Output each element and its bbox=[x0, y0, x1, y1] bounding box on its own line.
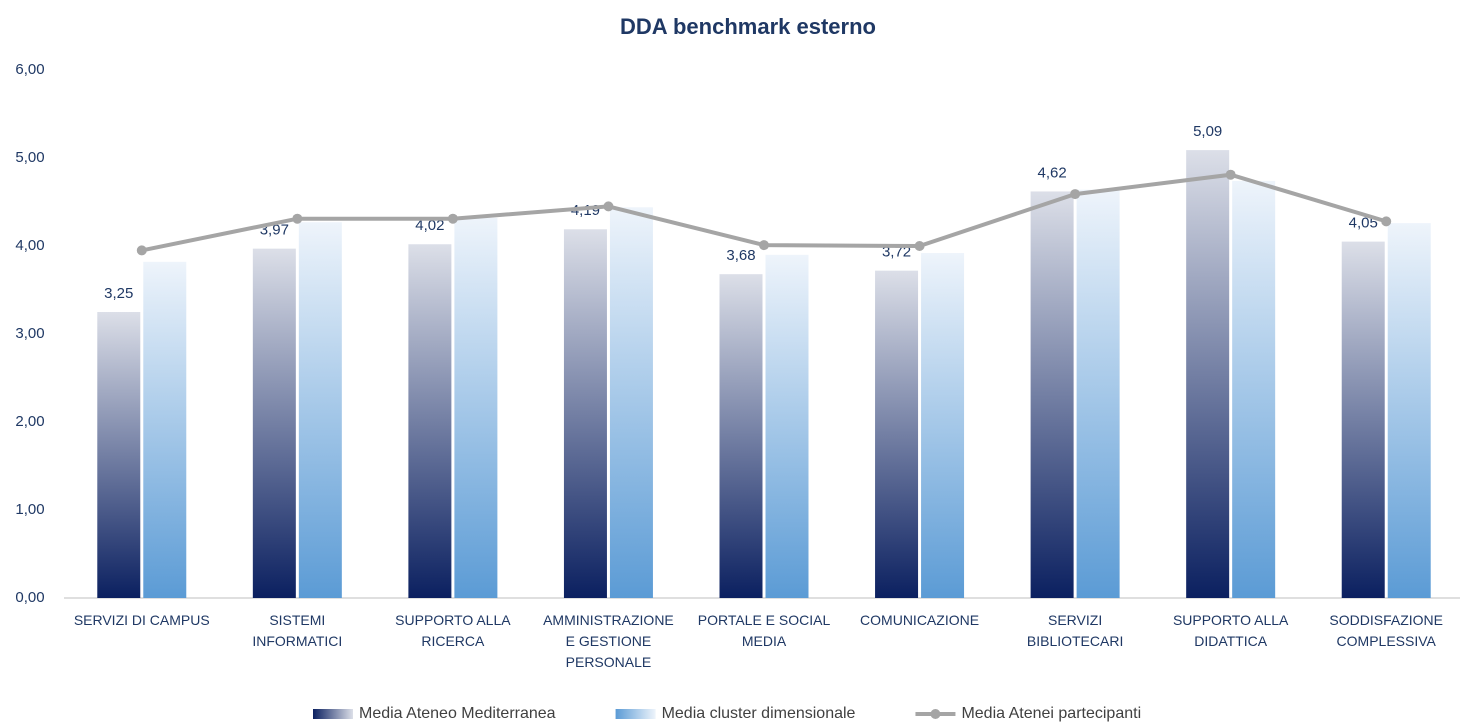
bar bbox=[875, 270, 919, 598]
bar bbox=[1232, 180, 1276, 598]
bar bbox=[1030, 191, 1074, 598]
line-marker bbox=[1225, 169, 1236, 180]
bar bbox=[143, 261, 187, 598]
chart-title: DDA benchmark esterno bbox=[620, 14, 876, 39]
data-label: 4,05 bbox=[1349, 215, 1378, 232]
line-marker bbox=[292, 213, 303, 224]
bar bbox=[97, 312, 141, 598]
legend-swatch bbox=[930, 709, 941, 719]
legend-label: Media Ateneo Mediterranea bbox=[359, 705, 556, 722]
y-tick-label: 4,00 bbox=[15, 237, 44, 254]
y-tick-label: 0,00 bbox=[15, 589, 44, 606]
data-label: 4,62 bbox=[1038, 164, 1067, 181]
x-tick-label: COMUNICAZIONE bbox=[860, 612, 980, 628]
data-label: 5,09 bbox=[1193, 123, 1222, 140]
bar bbox=[1076, 189, 1120, 598]
x-tick-label: SODDISFAZIONE COMPLESSIVA bbox=[1329, 612, 1443, 649]
legend-label: Media cluster dimensionale bbox=[662, 705, 856, 722]
x-tick-label: SUPPORTO ALLA DIDATTICA bbox=[1172, 612, 1289, 649]
bar bbox=[1387, 223, 1431, 598]
y-tick-label: 1,00 bbox=[15, 501, 44, 518]
line-marker bbox=[1070, 189, 1081, 200]
bar bbox=[454, 217, 498, 598]
bar bbox=[1186, 150, 1230, 598]
line-marker bbox=[759, 240, 769, 251]
x-tick-label: PORTALE E SOCIAL MEDIA bbox=[697, 612, 831, 649]
line-marker bbox=[1381, 216, 1392, 227]
data-label: 3,25 bbox=[104, 285, 133, 302]
bar bbox=[609, 207, 653, 598]
bar bbox=[408, 244, 452, 599]
legend-swatch bbox=[615, 709, 656, 719]
y-tick-label: 2,00 bbox=[15, 413, 44, 430]
bar bbox=[1341, 241, 1385, 598]
legend-label: Media Atenei partecipanti bbox=[961, 705, 1141, 722]
y-tick-label: 5,00 bbox=[15, 149, 44, 166]
x-tick-label: SISTEMI INFORMATICI bbox=[252, 612, 343, 649]
bar bbox=[298, 222, 342, 599]
line-marker bbox=[603, 201, 614, 212]
bar bbox=[252, 248, 296, 598]
legend-swatch bbox=[313, 709, 353, 719]
bar bbox=[765, 254, 809, 599]
y-tick-label: 3,00 bbox=[15, 325, 44, 342]
bar bbox=[719, 274, 763, 598]
x-tick-label: AMMINISTRAZIONE E GESTIONE PERSONALE bbox=[543, 612, 674, 670]
line-marker bbox=[914, 241, 925, 251]
y-tick-label: 6,00 bbox=[15, 61, 44, 78]
x-tick-label: SUPPORTO ALLA RICERCA bbox=[395, 612, 511, 649]
data-label: 3,68 bbox=[726, 247, 755, 264]
data-label: 4,02 bbox=[415, 217, 444, 234]
x-tick-label: SERVIZI DI CAMPUS bbox=[73, 612, 210, 628]
bar bbox=[563, 229, 607, 598]
line-marker bbox=[136, 245, 147, 256]
bar bbox=[921, 253, 965, 599]
x-tick-label: SERVIZI BIBLIOTECARI bbox=[1026, 612, 1124, 649]
line-marker bbox=[447, 213, 458, 224]
